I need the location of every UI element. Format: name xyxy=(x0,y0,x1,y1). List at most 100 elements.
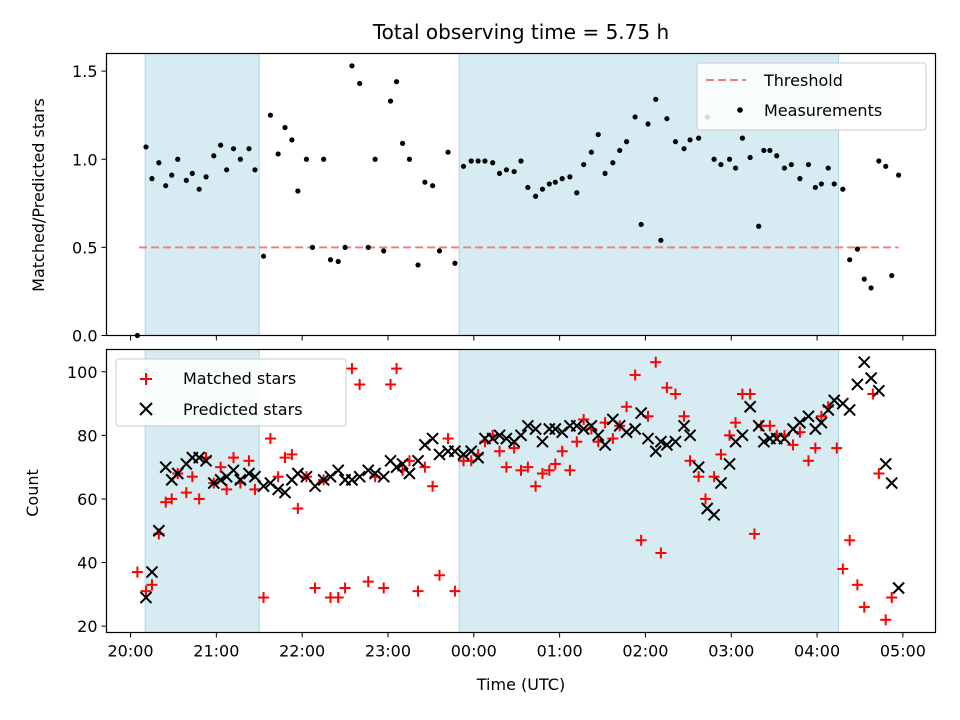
predicted-star-marker xyxy=(793,416,807,429)
matched-star-marker xyxy=(180,487,192,499)
predicted-star-marker xyxy=(549,422,562,436)
measurement-point xyxy=(739,135,746,141)
matched-star-marker xyxy=(146,579,158,591)
measurement-point xyxy=(303,156,310,162)
matched-star-marker xyxy=(249,483,261,495)
predicted-star-marker xyxy=(457,448,470,461)
measurement-point xyxy=(747,154,753,161)
matched-star-marker xyxy=(264,433,276,445)
predicted-star-marker xyxy=(377,470,390,483)
measurement-point xyxy=(726,156,733,162)
predicted-star-marker xyxy=(199,454,213,467)
y-tick-label: 100 xyxy=(67,363,98,382)
matched-star-marker xyxy=(607,433,619,445)
x-tick-label: 23:00 xyxy=(365,642,411,661)
measurement-point xyxy=(482,158,488,164)
matched-star-marker xyxy=(700,493,712,505)
measurement-point xyxy=(831,181,837,187)
measurement-point xyxy=(664,116,670,122)
shaded-interval xyxy=(144,53,260,336)
measurement-point xyxy=(532,193,539,199)
matched-star-marker xyxy=(684,455,696,467)
matched-star-marker xyxy=(522,461,534,473)
predicted-star-marker xyxy=(879,457,892,471)
predicted-star-marker xyxy=(851,378,864,391)
predicted-star-marker xyxy=(707,508,721,522)
measurement-point xyxy=(156,160,162,166)
predicted-star-marker xyxy=(743,400,757,413)
predicted-star-marker xyxy=(207,476,220,490)
measurement-point xyxy=(381,248,387,254)
measurement-point xyxy=(387,98,394,104)
matched-star-marker xyxy=(809,442,821,454)
predicted-star-marker xyxy=(521,419,535,433)
measurement-point xyxy=(889,272,895,279)
predicted-star-marker xyxy=(660,438,674,452)
top-y-ticks: 0.0 0.5 1.0 1.5 xyxy=(72,62,107,346)
predicted-star-marker xyxy=(500,432,513,445)
predicted-star-marker xyxy=(892,581,905,595)
y-tick-label: 1.5 xyxy=(72,62,97,81)
predicted-star-marker xyxy=(585,419,598,433)
bottom-panel: 20 40 60 80 100 20:00 21:00 22:00 23:00 00:00 01:… xyxy=(23,348,937,694)
bottom-plot-frame xyxy=(105,348,937,634)
measurement-point xyxy=(681,146,687,152)
predicted-star-marker xyxy=(649,445,662,458)
measurement-point xyxy=(282,124,288,131)
predicted-star-marker xyxy=(843,403,856,417)
measurement-point xyxy=(595,131,601,138)
matched-star-marker xyxy=(650,356,662,368)
matched-star-marker xyxy=(500,461,512,473)
measurement-point xyxy=(203,174,209,180)
measurement-point xyxy=(357,80,363,87)
measurement-point xyxy=(252,167,258,173)
measurement-point xyxy=(496,170,503,176)
top-x-ticks xyxy=(130,335,904,341)
matched-star-marker xyxy=(530,480,542,492)
matched-star-marker xyxy=(193,493,205,505)
predicted-star-marker xyxy=(828,394,841,407)
predicted-star-marker xyxy=(234,473,247,487)
matched-star-marker xyxy=(215,461,227,473)
measurement-point xyxy=(805,161,812,168)
matched-star-marker xyxy=(391,363,403,375)
top-plot-frame xyxy=(105,52,937,337)
matched-star-marker xyxy=(221,483,233,495)
predicted-star-marker xyxy=(390,460,403,474)
predicted-star-marker xyxy=(471,451,485,464)
measurement-point xyxy=(237,156,243,162)
matched-star-marker xyxy=(433,569,445,581)
predicted-star-marker xyxy=(426,432,439,445)
matched-star-marker xyxy=(543,464,555,476)
measurement-point xyxy=(335,258,341,265)
measurement-point xyxy=(309,244,316,250)
measurement-point xyxy=(797,176,803,182)
bottom-x-ticks: 20:00 21:00 22:00 23:00 00:00 01:00 02:00 03:00… xyxy=(107,632,926,661)
measurement-point xyxy=(189,170,195,176)
measurement-point xyxy=(275,151,281,157)
predicted-star-marker xyxy=(757,435,771,448)
measurement-point xyxy=(732,165,739,171)
x-tick-label: 05:00 xyxy=(880,642,926,661)
measurement-point xyxy=(825,165,831,171)
bottom-y-ticks: 20 40 60 80 100 xyxy=(67,363,107,636)
measurement-point xyxy=(218,142,224,148)
measurement-point xyxy=(260,253,267,259)
measurement-point xyxy=(588,149,594,155)
matched-star-marker xyxy=(578,413,590,425)
matched-star-marker xyxy=(787,439,799,451)
matched-star-marker xyxy=(536,468,548,480)
matched-star-marker xyxy=(332,592,344,604)
measurement-point xyxy=(406,156,413,162)
measurement-point xyxy=(602,170,608,176)
legend-matched-swatch xyxy=(140,373,152,385)
legend-predicted-swatch xyxy=(139,402,153,416)
matched-star-marker xyxy=(873,468,885,480)
measurement-point xyxy=(468,158,474,164)
chart-title: Total observing time = 5.75 h xyxy=(372,20,669,44)
measurement-point xyxy=(460,163,467,169)
predicted-star-marker xyxy=(529,422,542,436)
matched-star-marker xyxy=(494,445,506,457)
top-y-axis-label: Matched/Predicted stars xyxy=(29,98,48,292)
predicted-star-marker xyxy=(152,524,166,537)
